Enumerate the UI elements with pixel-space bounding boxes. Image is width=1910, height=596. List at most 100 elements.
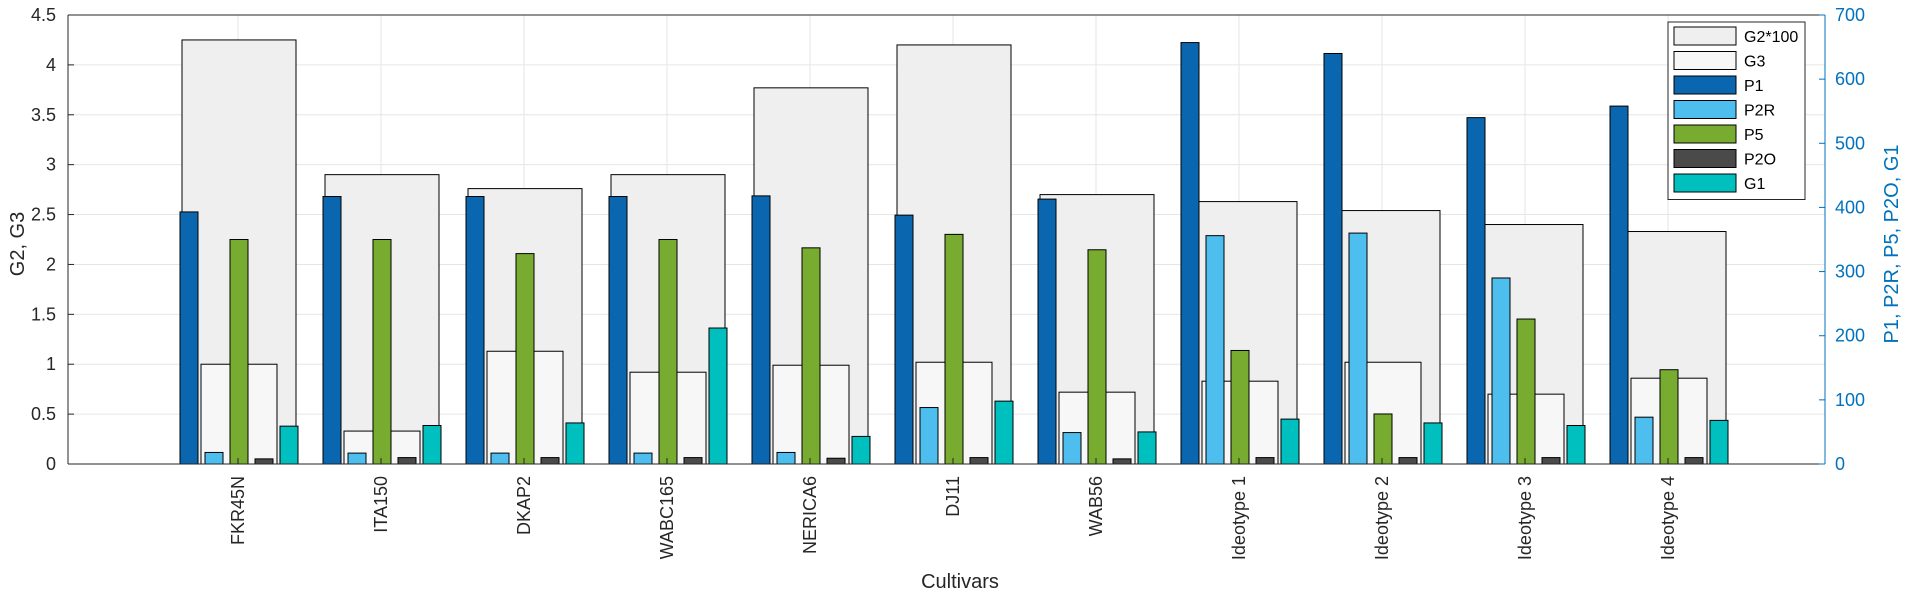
x-tick-label: DJ11 [943, 476, 963, 517]
x-tick-label: WABC165 [657, 476, 677, 559]
bar-p2o [1541, 457, 1561, 465]
y-left-tick-label: 0 [46, 454, 56, 474]
legend-label: G2*100 [1744, 29, 1798, 46]
legend-swatch [1673, 124, 1737, 144]
bar-p2r [633, 452, 653, 465]
bar-p2r [490, 452, 510, 465]
bar-p2o [254, 458, 274, 465]
bar-g1 [279, 425, 299, 465]
x-tick-label: Ideotype 2 [1372, 476, 1392, 560]
bar-p1 [465, 196, 485, 465]
bar-p5 [1659, 369, 1679, 465]
bar-p2o [1255, 457, 1275, 465]
bar-p1 [894, 214, 914, 465]
legend-label: P5 [1744, 127, 1764, 144]
bar-p2o [683, 457, 703, 465]
bar-p2o [969, 457, 989, 465]
bar-p5 [372, 239, 392, 465]
axes-layer: Cultivars G2, G3 P1, P2R, P5, P2O, G1 0 0… [7, 5, 1903, 593]
legend-swatch [1673, 26, 1737, 46]
y-right-tick-label: 600 [1835, 69, 1865, 89]
y-right-tick-label: 100 [1835, 390, 1865, 410]
legend-swatch [1673, 149, 1737, 168]
x-tick-label: Ideotype 4 [1658, 476, 1678, 560]
bar-p5 [1230, 349, 1250, 465]
bar-p2r [919, 407, 939, 465]
bar-layer [179, 39, 1729, 465]
bar-p2o [397, 457, 417, 465]
bar-p1 [179, 211, 199, 465]
x-tick-label: Ideotype 3 [1515, 476, 1535, 560]
legend-label: P2R [1744, 103, 1775, 120]
bar-p2o [1398, 457, 1418, 465]
y-left-tick-label: 1.5 [31, 304, 56, 324]
bar-p2o [540, 457, 560, 465]
bar-g1 [994, 400, 1014, 465]
bar-p2r [347, 452, 367, 465]
bar-g1 [1709, 419, 1729, 465]
legend-swatch [1673, 51, 1737, 70]
bar-p5 [944, 233, 964, 465]
bar-p1 [322, 196, 342, 465]
bar-p2r [1062, 432, 1082, 465]
legend-swatch [1673, 100, 1737, 119]
y-right-tick-label: 300 [1835, 262, 1865, 282]
y-right-tick-label: 500 [1835, 133, 1865, 153]
bar-p2r [204, 451, 224, 465]
bar-p5 [1373, 413, 1393, 465]
bar-g1 [1137, 431, 1157, 465]
bar-g1 [851, 435, 871, 465]
bar-g1 [565, 422, 585, 465]
y-left-tick-label: 2.5 [31, 205, 56, 225]
bar-g1 [422, 425, 442, 465]
y-left-tick-label: 2 [46, 254, 56, 274]
x-tick-label: Ideotype 1 [1229, 476, 1249, 560]
x-tick-label: DKAP2 [514, 476, 534, 535]
legend-label: G3 [1744, 54, 1765, 71]
y-right-tick-label: 700 [1835, 5, 1865, 25]
x-tick-label: WAB56 [1086, 476, 1106, 536]
bar-p5 [1087, 249, 1107, 465]
bar-p1 [1323, 52, 1343, 465]
bar-p2r [1491, 277, 1511, 465]
y-left-tick-label: 3 [46, 155, 56, 175]
legend-label: P2O [1744, 152, 1776, 169]
y-axis-left-title: G2, G3 [7, 212, 29, 276]
bar-p2o [826, 457, 846, 465]
y-axis-right-title: P1, P2R, P5, P2O, G1 [1881, 145, 1903, 344]
bar-p5 [515, 253, 535, 465]
bar-p2r [1348, 232, 1368, 465]
y-left-tick-label: 1 [46, 354, 56, 374]
bar-g1 [1423, 422, 1443, 465]
legend-swatch [1673, 75, 1737, 95]
y-left-tick-label: 3.5 [31, 105, 56, 125]
legend-label: G1 [1744, 176, 1765, 193]
legend-label: P1 [1744, 78, 1764, 95]
bar-p2o [1112, 458, 1132, 465]
x-tick-label: ITA150 [371, 476, 391, 533]
bar-p1 [1180, 42, 1200, 465]
bar-p1 [751, 195, 771, 465]
x-tick-label: FKR45N [228, 476, 248, 545]
bar-g1 [708, 327, 728, 465]
bar-p5 [1516, 318, 1536, 465]
y-left-tick-label: 4 [46, 55, 56, 75]
y-right-tick-label: 400 [1835, 197, 1865, 217]
bar-p2o [1684, 457, 1704, 465]
bar-p1 [608, 196, 628, 465]
x-tick-label: NERICA6 [800, 476, 820, 554]
bar-p1 [1609, 105, 1629, 465]
bar-p5 [801, 247, 821, 465]
bar-p5 [229, 239, 249, 465]
y-left-tick-label: 0.5 [31, 404, 56, 424]
bar-p5 [658, 239, 678, 465]
y-right-tick-label: 200 [1835, 326, 1865, 346]
legend: G2*100 G3 P1 P2R P5 P2O G1 [1667, 21, 1806, 200]
y-left-tick-label: 4.5 [31, 5, 56, 25]
bar-p2r [776, 451, 796, 465]
bar-p2r [1634, 416, 1654, 465]
bar-p1 [1037, 198, 1057, 465]
x-axis-title: Cultivars [921, 571, 999, 593]
